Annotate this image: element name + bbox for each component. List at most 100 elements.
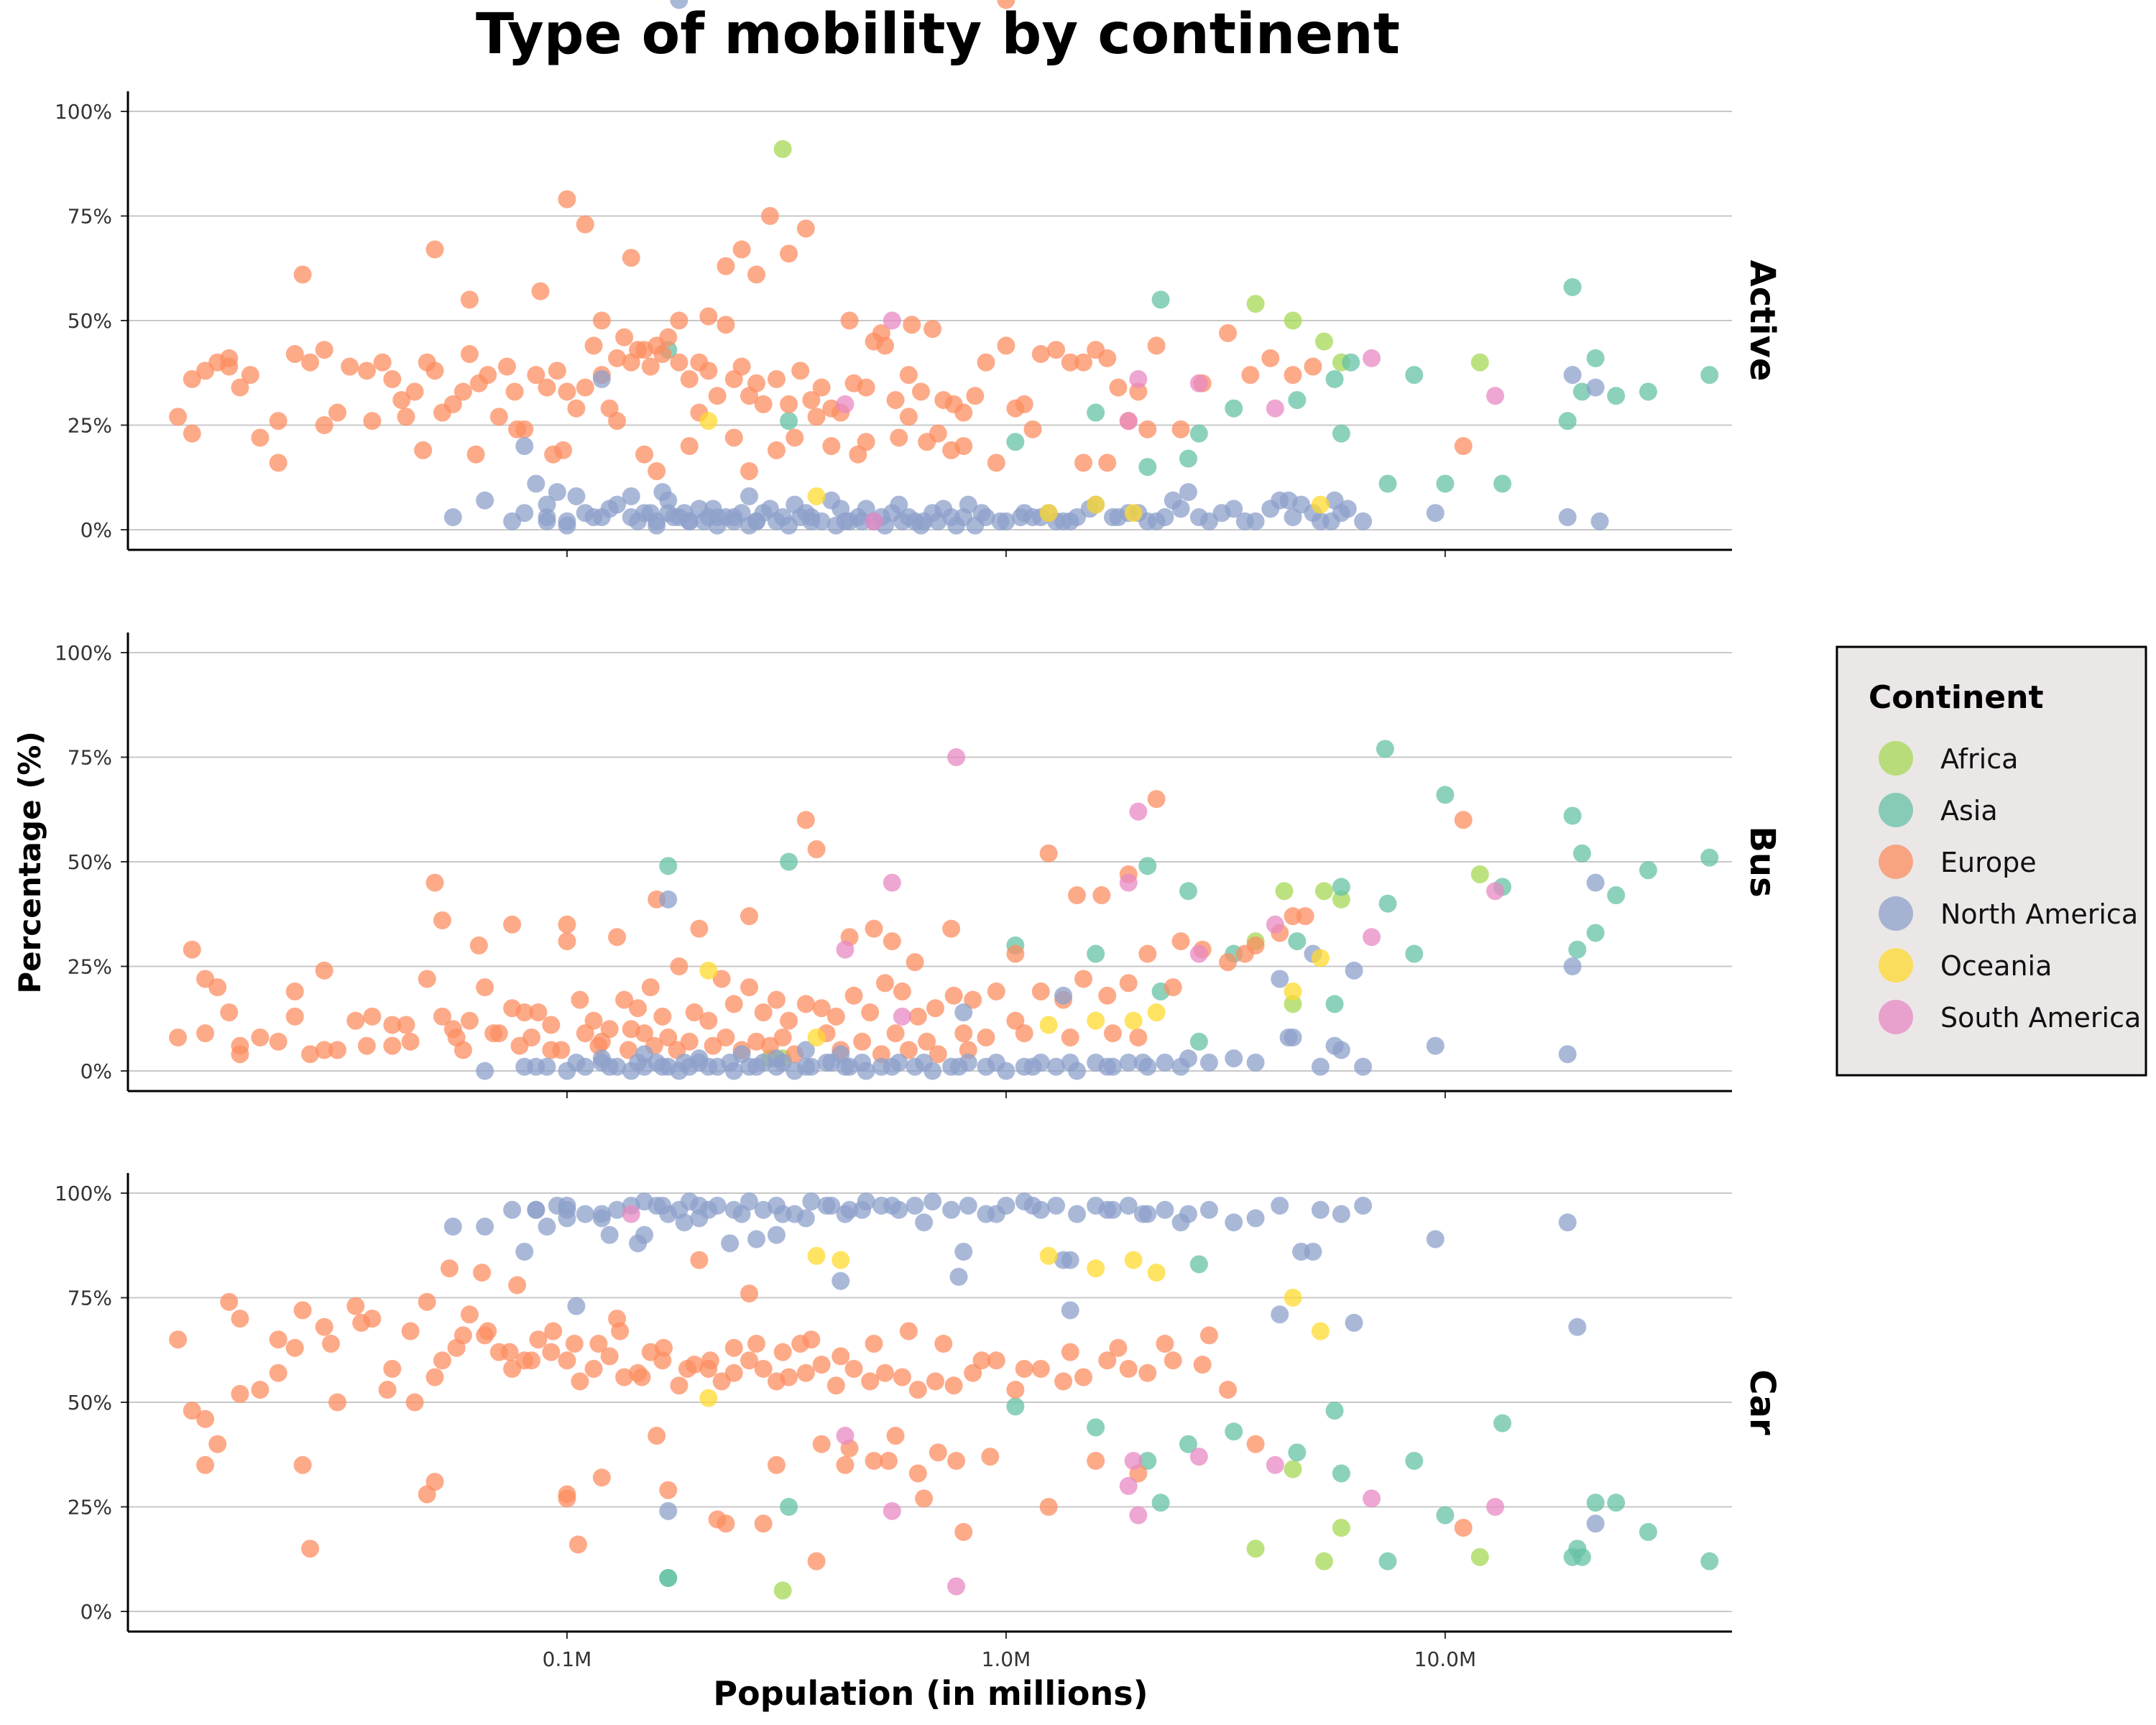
legend-item-europe: Europe: [1879, 845, 2037, 879]
legend-item-north-america: North America: [1879, 896, 2138, 931]
data-point: [469, 936, 488, 954]
data-point: [796, 811, 815, 829]
data-point: [754, 1359, 773, 1378]
data-point: [1436, 474, 1455, 493]
data-point: [1563, 277, 1582, 296]
data-point: [915, 1213, 934, 1232]
data-point: [826, 516, 845, 535]
data-point: [473, 1264, 492, 1282]
data-point: [659, 1568, 678, 1587]
data-point: [363, 1007, 382, 1026]
data-point: [433, 1007, 451, 1026]
series-africa: [773, 1460, 1489, 1600]
data-point: [1586, 924, 1605, 942]
data-point: [1354, 1057, 1373, 1076]
data-point: [1061, 1343, 1079, 1361]
data-point: [807, 1246, 826, 1265]
data-point: [1129, 382, 1148, 401]
data-point: [196, 1409, 215, 1428]
data-point: [653, 1196, 672, 1215]
data-point: [1006, 944, 1025, 963]
facet-label: Bus: [1742, 826, 1782, 897]
data-point: [592, 1205, 611, 1223]
data-point: [357, 1036, 376, 1055]
data-point: [899, 366, 918, 385]
data-point: [1454, 437, 1473, 456]
data-point: [1436, 786, 1455, 804]
data-point: [425, 240, 444, 259]
data-point: [1568, 1317, 1587, 1336]
data-point: [567, 399, 586, 418]
data-point: [699, 307, 718, 326]
data-point: [220, 349, 239, 367]
data-point: [1246, 1209, 1265, 1228]
data-point: [383, 369, 402, 388]
data-point: [767, 1225, 786, 1244]
data-point: [414, 441, 433, 459]
data-point: [1493, 1414, 1512, 1432]
data-point: [460, 1305, 479, 1324]
data-point: [1054, 512, 1073, 530]
data-point: [929, 1045, 947, 1064]
data-point: [1314, 332, 1333, 351]
data-point: [527, 474, 545, 493]
y-tick-label: 100%: [55, 100, 112, 124]
data-point: [732, 240, 751, 259]
data-point: [699, 961, 718, 980]
y-tick-label: 0%: [80, 1059, 112, 1083]
y-tick-label: 75%: [68, 746, 112, 770]
data-point: [767, 990, 786, 1009]
data-point: [405, 1393, 424, 1412]
data-point: [812, 1435, 831, 1453]
data-point: [1199, 1053, 1218, 1072]
data-point: [220, 1003, 239, 1022]
data-point: [1325, 1036, 1344, 1055]
data-point: [1342, 353, 1360, 372]
data-point: [1109, 1338, 1128, 1357]
data-point: [717, 257, 735, 275]
data-point: [622, 508, 640, 527]
data-point: [879, 1451, 898, 1470]
data-point: [1156, 1053, 1174, 1072]
data-point: [906, 1196, 924, 1215]
data-point: [740, 1351, 759, 1370]
data-point: [1087, 495, 1105, 514]
data-point: [648, 462, 666, 481]
data-point: [1284, 311, 1302, 330]
data-point: [1147, 790, 1166, 809]
data-point: [1023, 508, 1042, 527]
data-point: [208, 978, 227, 997]
data-point: [315, 1317, 333, 1336]
data-point: [1436, 1506, 1455, 1524]
chart-title: Type of mobility by continent: [476, 2, 1400, 67]
data-point: [981, 1448, 1000, 1466]
data-point: [1087, 1011, 1105, 1030]
legend-label: Europe: [1940, 847, 2037, 878]
data-point: [685, 1003, 704, 1022]
data-point: [747, 1057, 766, 1076]
data-point: [503, 1200, 522, 1219]
data-point: [802, 391, 821, 410]
data-point: [1607, 1494, 1626, 1512]
data-point: [1193, 1356, 1212, 1374]
data-point: [1700, 1552, 1719, 1570]
data-point: [747, 1335, 766, 1353]
data-point: [401, 1032, 420, 1051]
series-oceania: [699, 412, 1330, 523]
data-point: [1284, 1289, 1302, 1307]
data-point: [443, 508, 462, 527]
data-point: [942, 441, 961, 459]
data-point: [251, 1028, 270, 1046]
data-point: [500, 1343, 519, 1361]
data-point: [1164, 491, 1182, 510]
data-point: [1031, 982, 1050, 1000]
data-point: [1179, 1435, 1197, 1453]
data-point: [1109, 508, 1128, 527]
data-point: [608, 1310, 627, 1328]
data-point: [1189, 1448, 1208, 1466]
data-point: [865, 512, 883, 530]
data-point: [780, 1498, 798, 1516]
y-axis-title: Percentage (%): [12, 731, 47, 993]
data-point: [780, 395, 798, 413]
data-point: [675, 1053, 694, 1072]
